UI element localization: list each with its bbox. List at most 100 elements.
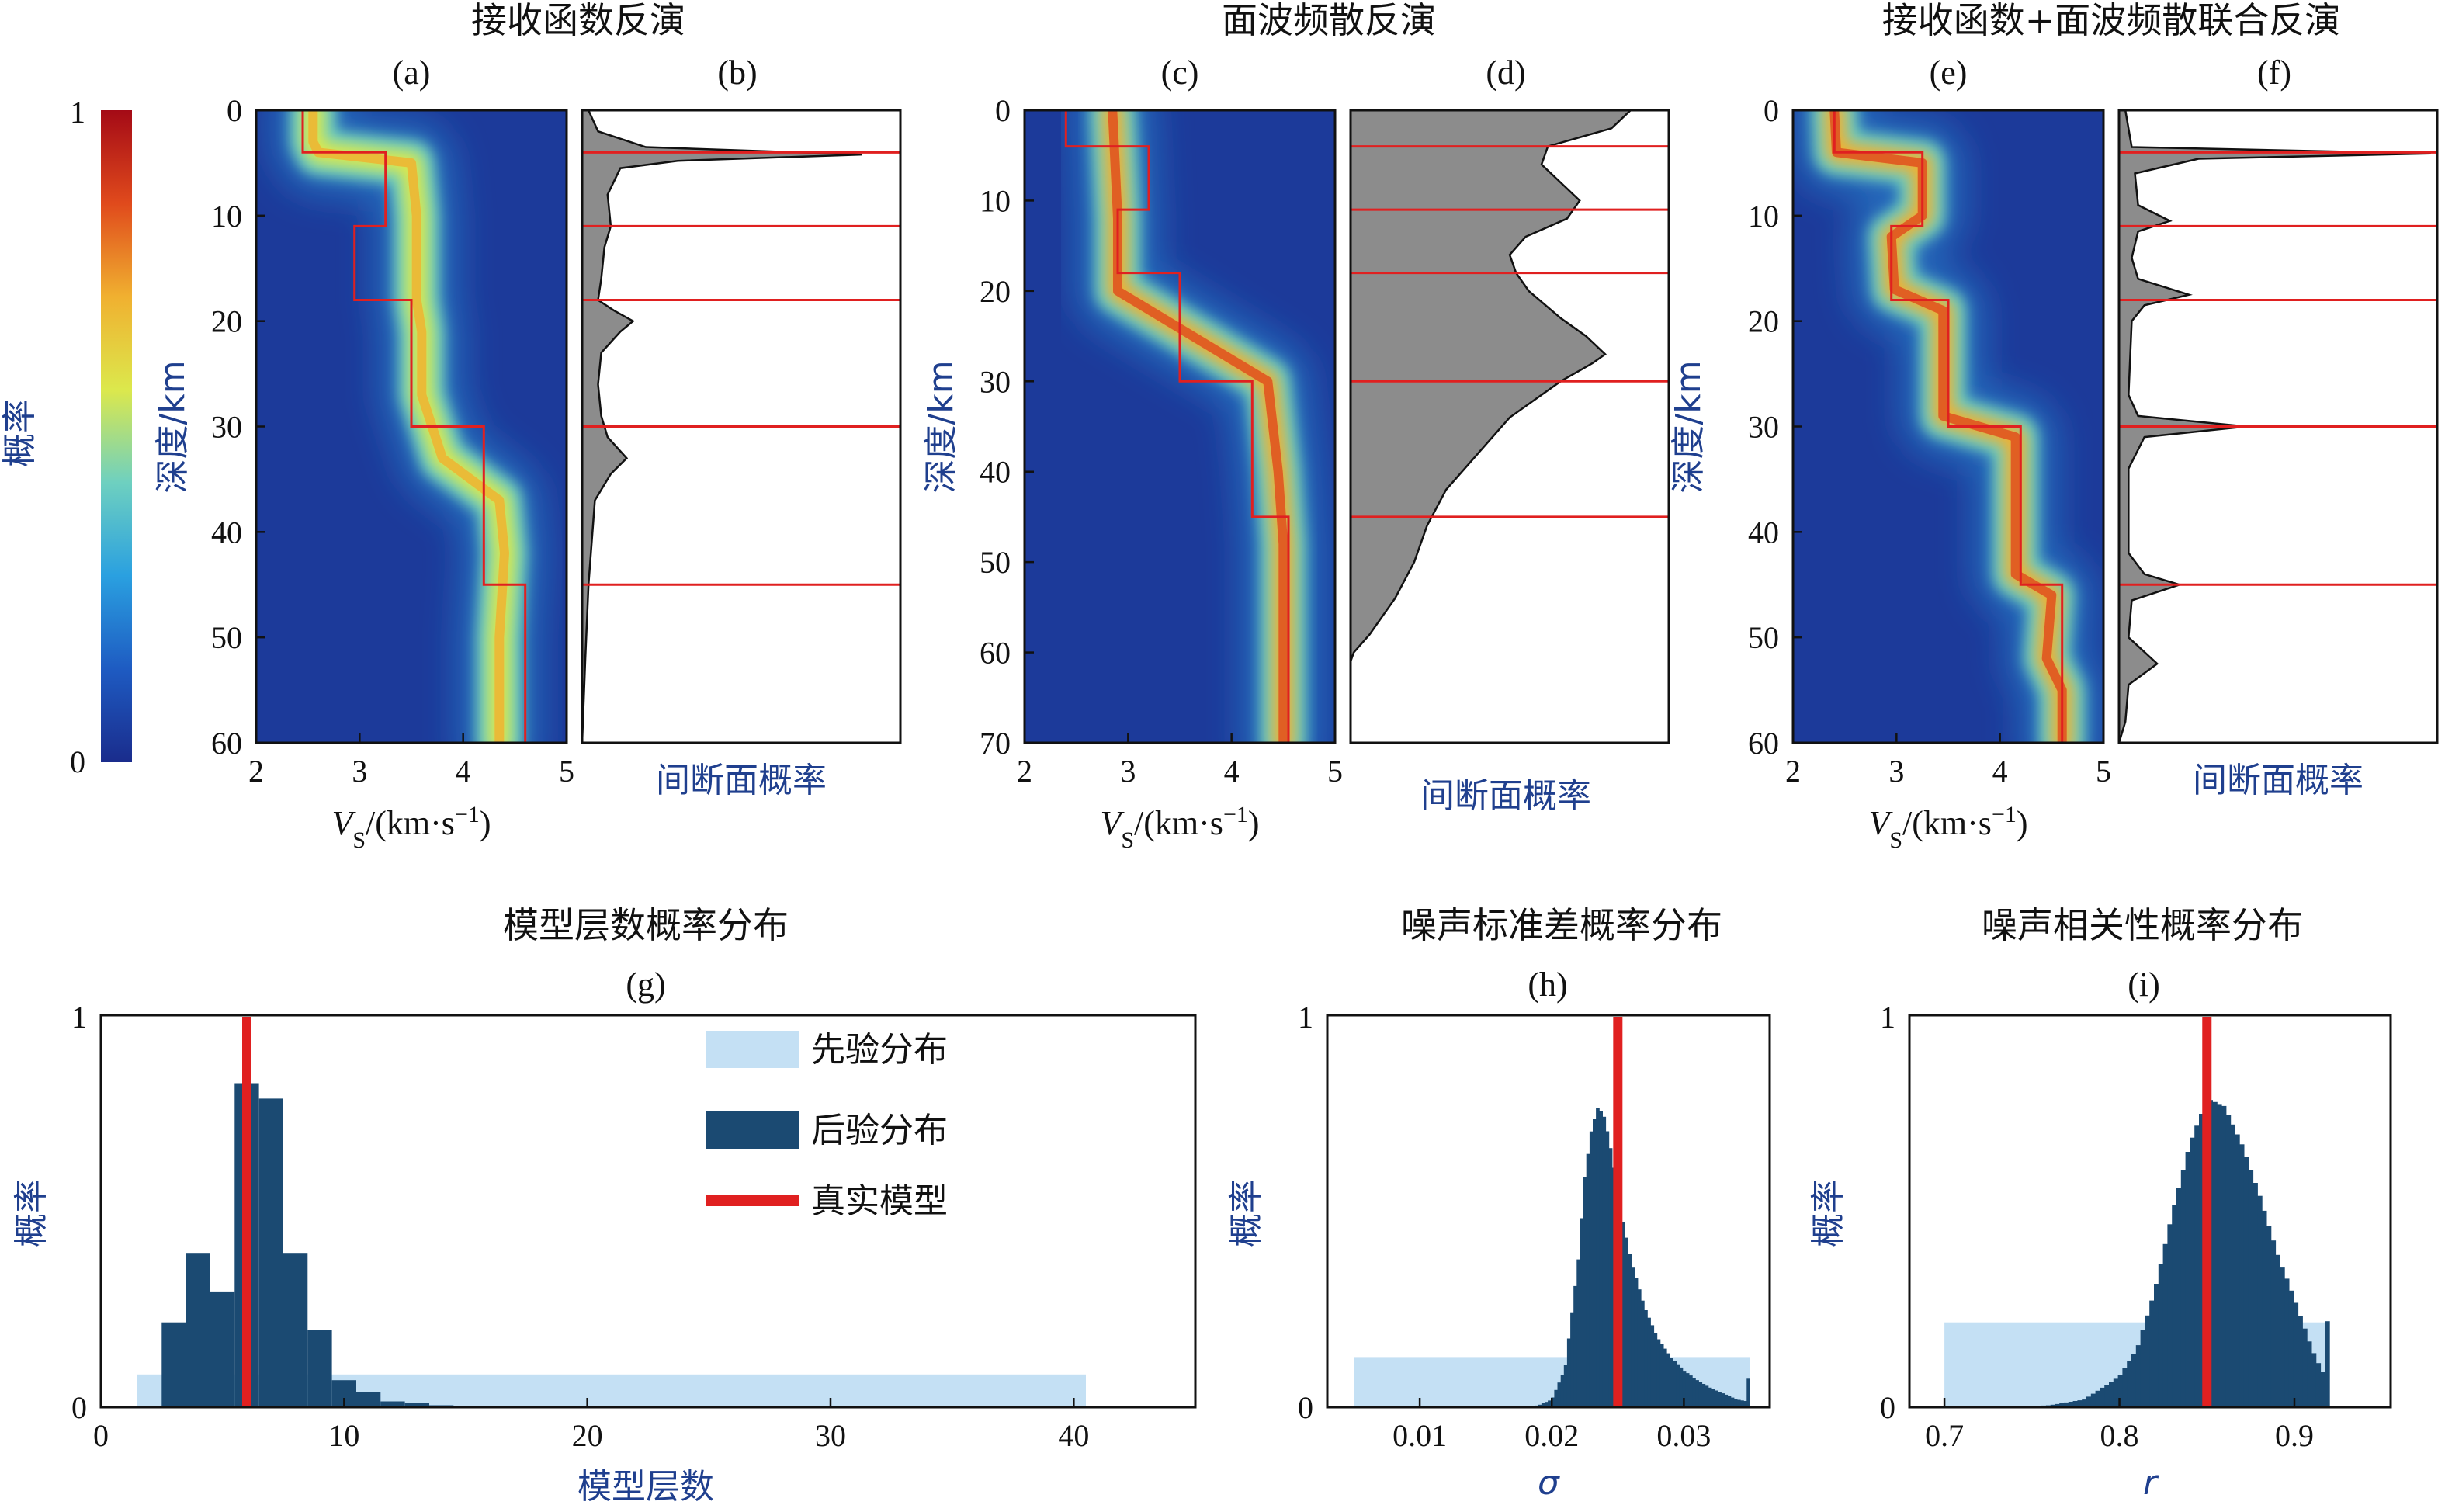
title-layers: 模型层数概率分布: [503, 904, 789, 946]
posterior-bar: [2172, 1205, 2177, 1407]
posterior-bar: [380, 1401, 405, 1407]
posterior-bar: [1721, 1393, 1725, 1407]
posterior-bar: [1628, 1254, 1632, 1407]
x-tick-label: 4: [1992, 754, 2008, 789]
posterior-bar: [2113, 1378, 2119, 1407]
posterior-bar: [1695, 1380, 1699, 1407]
posterior-bar: [1602, 1116, 1607, 1407]
posterior-bar: [1689, 1375, 1693, 1407]
posterior-bar: [2100, 1387, 2105, 1407]
vs-unit: /(km·s: [366, 804, 455, 842]
posterior-bar: [2082, 1399, 2087, 1407]
posterior-bar: [1625, 1237, 1628, 1407]
posterior-bar: [2090, 1393, 2096, 1407]
posterior-bar: [2059, 1403, 2065, 1407]
posterior-bar: [1545, 1402, 1548, 1407]
y-tick-label: 0: [1880, 1390, 1895, 1425]
posterior-bar: [2176, 1188, 2182, 1407]
x-tick-label: 0: [93, 1418, 109, 1453]
posterior-bar: [283, 1253, 308, 1407]
prob-label-i: 概率: [1809, 1179, 1848, 1247]
legend-true-swatch: [706, 1195, 799, 1206]
posterior-bar: [1736, 1399, 1741, 1407]
posterior-bar: [2072, 1401, 2078, 1407]
y-tick-label: 30: [211, 410, 242, 445]
posterior-bar: [2162, 1243, 2168, 1407]
vs-axis-label-a: VS/(km·s−1): [331, 802, 491, 853]
posterior-bar: [1647, 1317, 1651, 1407]
y-tick-label: 50: [1748, 620, 1779, 655]
posterior-bar: [2284, 1278, 2290, 1407]
posterior-bar: [2050, 1404, 2056, 1407]
posterior-bar: [2145, 1315, 2150, 1407]
x-tick-label: 20: [572, 1418, 603, 1453]
panel-label-i: (i): [2128, 966, 2160, 1004]
posterior-bar: [1548, 1400, 1552, 1407]
x-tick-label: 10: [328, 1418, 359, 1453]
posterior-bar: [2325, 1321, 2330, 1407]
panel-label-f: (f): [2257, 54, 2291, 92]
posterior-bar: [2248, 1170, 2254, 1407]
disc-prob-label-b: 间断面概率: [656, 761, 827, 800]
posterior-bar: [1551, 1397, 1555, 1407]
panel-a-true-model: [301, 110, 527, 743]
posterior-bar: [1583, 1177, 1587, 1407]
prob-label-g: 概率: [12, 1179, 51, 1247]
posterior-bar: [2149, 1300, 2155, 1407]
posterior-bar: [1563, 1365, 1568, 1407]
layer-count-label: 模型层数: [577, 1467, 714, 1507]
posterior-bar: [210, 1291, 235, 1407]
colorbar: 1 0 概率: [0, 95, 132, 779]
y-tick-label: 0: [1764, 93, 1779, 128]
posterior-bar: [1538, 1404, 1542, 1407]
posterior-bar: [1698, 1382, 1703, 1407]
legend-prior-label: 先验分布: [811, 1030, 948, 1070]
posterior-bar: [2225, 1115, 2232, 1407]
y-tick-label: 1: [1880, 1000, 1895, 1035]
posterior-bar: [2270, 1240, 2277, 1407]
y-tick-label: 20: [1748, 304, 1779, 339]
posterior-bar: [2180, 1170, 2187, 1407]
posterior-bar: [2320, 1372, 2325, 1407]
x-tick-label: 0.01: [1392, 1418, 1447, 1453]
panel-b-discontinuity-profile: [581, 109, 862, 744]
panel-label-e: (e): [1930, 54, 1968, 92]
panel-c-frame: [1023, 109, 1337, 744]
posterior-bar: [2262, 1210, 2267, 1407]
vs-close: ): [2017, 804, 2028, 842]
posterior-bar: [2230, 1124, 2235, 1407]
y-tick-label: 20: [980, 274, 1011, 309]
y-tick-label: 60: [980, 636, 1011, 671]
posterior-bar: [2095, 1390, 2100, 1407]
depth-label-e: 深度/km: [1669, 360, 1708, 493]
posterior-bar: [2253, 1183, 2258, 1407]
vs-axis-label-e: VS/(km·s−1): [1868, 802, 2027, 853]
panel-f-discontinuity: [2117, 109, 2439, 744]
posterior-bar: [2068, 1402, 2074, 1407]
title-noise-corr: 噪声相关性概率分布: [1982, 904, 2303, 946]
panel-label-g: (g): [626, 966, 665, 1004]
posterior-bar: [404, 1403, 429, 1407]
posterior-bar: [1656, 1339, 1661, 1407]
x-tick-label: 0.7: [1925, 1418, 1964, 1453]
posterior-bar: [1599, 1111, 1603, 1407]
posterior-bar: [1692, 1378, 1696, 1407]
legend: 先验分布 后验分布 真实模型: [706, 1030, 948, 1221]
panel-label-c: (c): [1161, 54, 1199, 92]
x-tick-label: 0.9: [2275, 1418, 2314, 1453]
posterior-bar: [1730, 1397, 1735, 1407]
vs-subscript: S: [1121, 827, 1134, 853]
title-joint: 接收函数+面波频散联合反演: [1882, 0, 2341, 41]
posterior-bar: [2235, 1134, 2240, 1407]
posterior-bar: [2117, 1375, 2123, 1407]
y-tick-label: 70: [980, 726, 1011, 761]
posterior-bar: [1560, 1375, 1565, 1407]
posterior-bar: [1557, 1382, 1562, 1407]
x-tick-label: 5: [1327, 754, 1343, 789]
panel-f-frame: [2117, 109, 2439, 744]
posterior-bar: [2127, 1361, 2132, 1407]
posterior-bar: [1679, 1367, 1684, 1407]
posterior-bar: [1718, 1392, 1722, 1407]
